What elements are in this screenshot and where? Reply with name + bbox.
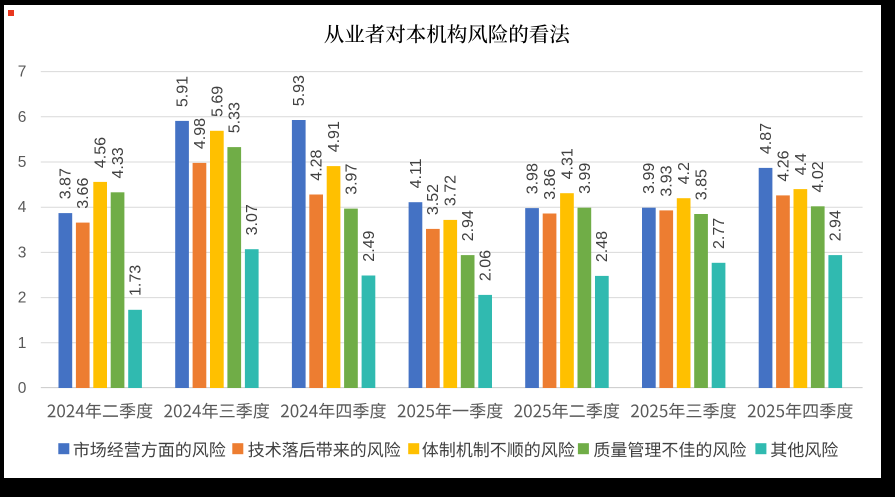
svg-text:3.93: 3.93 (659, 165, 676, 196)
svg-text:4.11: 4.11 (408, 158, 425, 188)
svg-text:2.94: 2.94 (828, 210, 845, 241)
svg-text:4.28: 4.28 (309, 149, 326, 180)
svg-text:4.56: 4.56 (93, 137, 110, 168)
svg-text:3.66: 3.66 (75, 178, 92, 209)
svg-text:3: 3 (18, 244, 27, 261)
svg-text:0: 0 (18, 380, 27, 397)
svg-text:7: 7 (18, 64, 27, 81)
svg-text:4.4: 4.4 (793, 153, 810, 175)
svg-text:4.33: 4.33 (110, 147, 127, 178)
svg-text:5: 5 (18, 154, 27, 171)
svg-text:2.48: 2.48 (594, 231, 611, 262)
svg-text:4.87: 4.87 (758, 123, 775, 154)
svg-text:4.2: 4.2 (676, 162, 693, 184)
svg-text:4.91: 4.91 (326, 121, 343, 152)
svg-text:4.26: 4.26 (775, 150, 792, 181)
svg-text:2.94: 2.94 (460, 210, 477, 241)
svg-text:3.07: 3.07 (244, 204, 261, 235)
svg-text:4.31: 4.31 (559, 148, 576, 179)
svg-text:3.86: 3.86 (542, 168, 559, 199)
svg-text:3.72: 3.72 (443, 175, 460, 206)
svg-text:5.69: 5.69 (209, 86, 226, 117)
svg-text:1: 1 (18, 335, 27, 352)
svg-text:2.49: 2.49 (361, 230, 378, 261)
svg-text:3.99: 3.99 (641, 163, 658, 194)
svg-text:3.85: 3.85 (694, 169, 711, 200)
svg-text:6: 6 (18, 109, 27, 126)
svg-text:4.02: 4.02 (810, 161, 827, 192)
svg-text:4: 4 (18, 199, 27, 216)
svg-text:3.87: 3.87 (58, 168, 75, 199)
svg-text:5.93: 5.93 (291, 75, 308, 106)
svg-text:3.52: 3.52 (425, 184, 442, 215)
svg-text:3.97: 3.97 (343, 164, 360, 195)
svg-text:5.91: 5.91 (174, 76, 191, 107)
svg-text:2: 2 (18, 290, 27, 307)
svg-text:2.77: 2.77 (711, 218, 728, 249)
svg-text:5.33: 5.33 (227, 102, 244, 133)
svg-text:4.98: 4.98 (192, 118, 209, 149)
svg-text:3.98: 3.98 (525, 163, 542, 194)
svg-text:3.99: 3.99 (577, 163, 594, 194)
svg-text:1.73: 1.73 (127, 265, 144, 296)
svg-text:2.06: 2.06 (478, 250, 495, 281)
